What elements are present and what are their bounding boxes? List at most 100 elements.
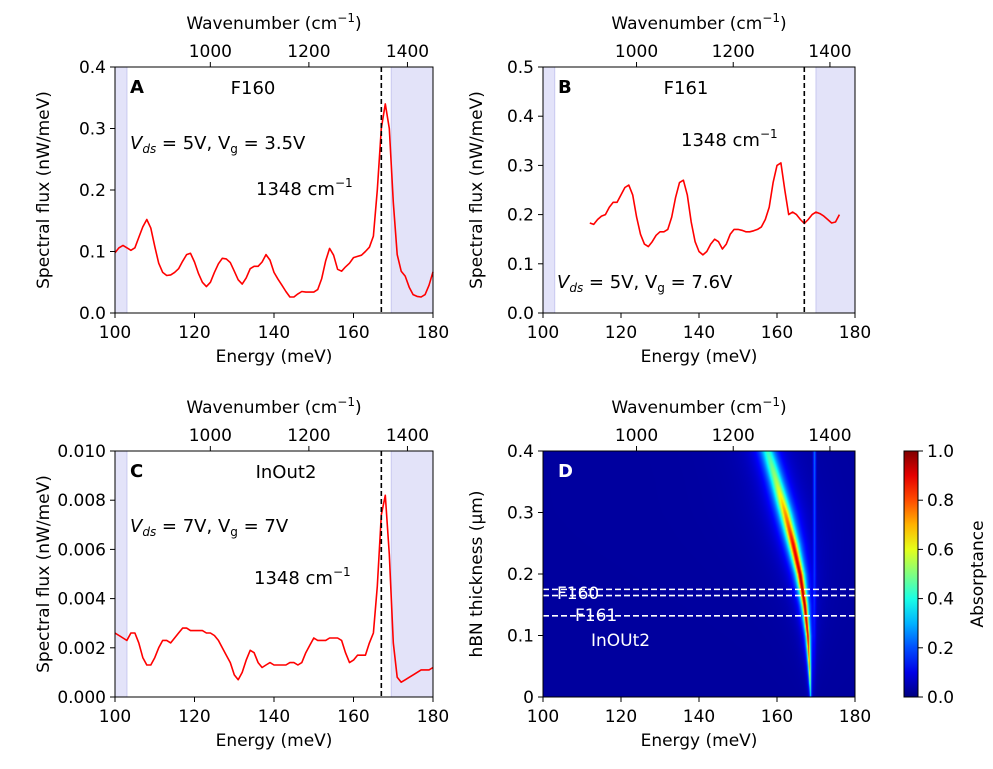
condition-part: ds [569,281,583,295]
x-tick-label: 160 [337,707,369,727]
condition-label: Vds = 5V, Vg = 7.6V [557,272,733,295]
x-axis-label: Energy (meV) [216,731,333,751]
condition-part: = 5V, V [156,133,231,154]
x-tick-label: 120 [605,323,637,343]
y-tick-label: 0.008 [57,491,106,511]
y-tick-label: 0.4 [79,58,106,78]
top-tick-label: 1000 [615,426,658,446]
x-axis-label: Energy (meV) [216,347,333,367]
peak-annotation-sup: −1 [333,565,351,579]
y-tick-label: 0.000 [57,688,106,708]
y-tick-label: 0.1 [79,243,106,263]
y-tick-label: 0.006 [57,540,106,560]
sample-label: InOut2 [256,462,317,483]
y-axis-label: Spectral flux (nW/meV) [34,91,54,289]
y-tick-label: 0.010 [57,442,106,462]
x-tick-label: 160 [761,707,793,727]
top-axis-label: Wavenumber (cm−1) [186,395,361,418]
panel-C: 100 120 140 160 180 0.000 0.002 0.004 0.006 0.008… [34,395,449,751]
sample-label: F161 [664,78,709,99]
condition-part: = 7V, V [156,516,231,537]
peak-annotation: 1348 cm−1 [681,127,778,151]
thickness-marker-label: F160 [557,584,599,604]
top-axis-label-sup: −1 [762,11,780,25]
colorbar-label: Absorptance [968,520,988,627]
heatmap-canvas [543,451,855,697]
y-tick-label: 0.2 [507,565,534,585]
y-tick-label: 0.0 [507,304,534,324]
top-axis-label: Wavenumber (cm−1) [611,11,786,34]
condition-part: = 7V [238,516,289,537]
series-line [589,162,841,256]
y-tick-label: 0.4 [507,442,534,462]
y-axis-label: Spectral flux (nW/meV) [467,91,487,289]
panel-letter: A [130,77,144,98]
condition-part: g [230,142,238,156]
x-tick-label: 100 [99,323,131,343]
colorbar-tick-label: 1.0 [927,442,954,462]
x-tick-label: 180 [839,707,871,727]
top-tick-label: 1000 [189,426,232,446]
top-tick-label: 1200 [712,426,755,446]
top-axis-label-text: Wavenumber (cm [611,398,762,418]
peak-annotation-sup: −1 [335,176,353,190]
peak-annotation-sup: −1 [760,127,778,141]
top-axis-label: Wavenumber (cm−1) [186,11,361,34]
panel-letter: C [130,461,143,482]
top-axis-label-close: ) [780,14,787,34]
panel-letter: B [558,77,572,98]
sample-label: F160 [231,78,276,99]
top-axis-label-sup: −1 [762,395,780,409]
top-axis-label-text: Wavenumber (cm [186,398,337,418]
top-axis-label-text: Wavenumber (cm [611,14,762,34]
x-tick-label: 140 [258,323,290,343]
x-tick-label: 140 [683,707,715,727]
x-tick-label: 100 [527,323,559,343]
top-axis-label-close: ) [355,14,362,34]
y-tick-label: 0.5 [507,58,534,78]
x-axis-label: Energy (meV) [641,347,758,367]
shaded-band [114,66,128,314]
panel-B: 100 120 140 160 180 0.0 0.1 0.2 0.3 0.4 0.5 1000 120… [467,11,871,367]
shaded-band [114,450,128,698]
colorbar-tick-label: 0.8 [927,491,954,511]
peak-annotation-text: 1348 cm [254,568,333,589]
x-tick-label: 180 [417,323,449,343]
peak-annotation-text: 1348 cm [681,130,760,151]
y-tick-label: 0.1 [507,255,534,275]
peak-annotation: 1348 cm−1 [256,176,353,200]
condition-part: g [657,281,665,295]
x-tick-label: 120 [178,323,210,343]
x-tick-label: 180 [839,323,871,343]
y-tick-label: 0 [523,688,534,708]
y-tick-label: 0.1 [507,627,534,647]
condition-label: Vds = 5V, Vg = 3.5V [130,133,306,156]
top-tick-label: 1400 [808,42,851,62]
y-tick-label: 0.4 [507,107,534,127]
series-line [114,494,434,683]
colorbar [903,450,919,698]
series-line [114,103,434,298]
top-tick-label: 1200 [287,426,330,446]
y-tick-label: 0.3 [507,156,534,176]
x-tick-label: 120 [178,707,210,727]
y-tick-label: 0.3 [79,120,106,140]
x-tick-label: 180 [417,707,449,727]
condition-part: V [130,516,144,537]
y-tick-label: 0.004 [57,590,106,610]
condition-part: V [130,133,144,154]
condition-part: ds [142,525,156,539]
x-axis-label: Energy (meV) [641,731,758,751]
top-axis-label-sup: −1 [337,11,355,25]
y-axis-label: hBN thickness (μm) [467,491,487,658]
x-tick-label: 140 [258,707,290,727]
thickness-marker-label: InOUt2 [591,631,650,651]
x-tick-label: 140 [683,323,715,343]
shaded-band [815,66,856,314]
top-tick-label: 1200 [712,42,755,62]
panel-letter: D [558,461,573,482]
condition-part: = 5V, V [583,272,658,293]
heatmap-image [543,451,855,697]
